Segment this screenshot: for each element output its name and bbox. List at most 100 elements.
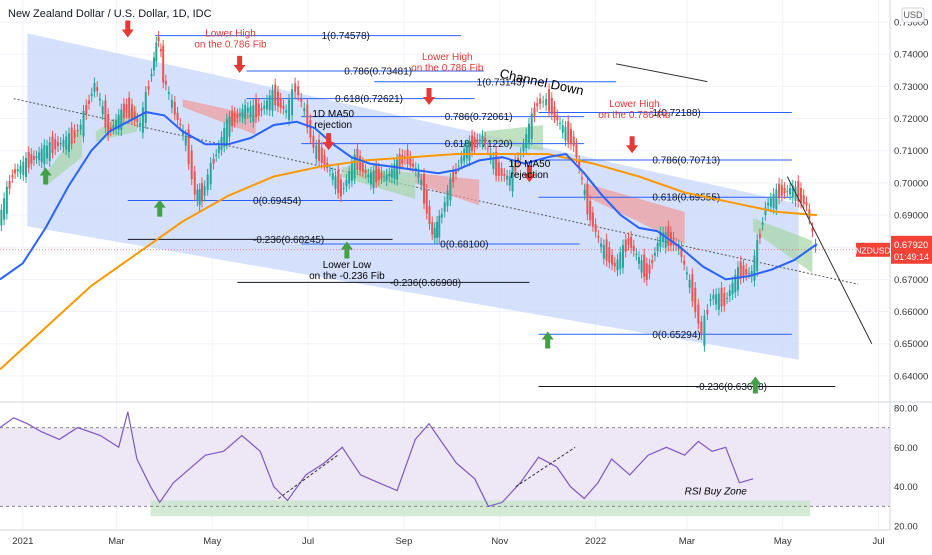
price-candle (133, 111, 136, 121)
price-candle (312, 135, 315, 148)
cloud-red-2 (182, 99, 256, 135)
price-candle (648, 264, 651, 274)
price-candle (567, 121, 570, 143)
price-candle (517, 157, 520, 163)
price-candle (244, 105, 247, 119)
price-candle (506, 175, 509, 180)
price-candle (533, 107, 536, 117)
price-candle (252, 105, 255, 122)
price-candle (446, 190, 449, 207)
currency-badge-label: USD (903, 10, 923, 20)
price-candle (190, 150, 193, 180)
price-candle (550, 97, 553, 115)
price-candle (98, 98, 101, 101)
price-candle (791, 185, 794, 198)
price-tag-countdown: 01:49:14 (894, 252, 929, 262)
price-candle (706, 309, 709, 315)
price-candle (85, 105, 88, 115)
price-candle (726, 298, 729, 300)
price-candle (38, 152, 41, 161)
fib-label-14: -0.236(0.63668) (696, 382, 767, 393)
price-candle (783, 188, 786, 194)
price-candle (35, 156, 38, 159)
price-candle (288, 99, 291, 120)
annotation-text: on the 0.786 Fib (598, 110, 671, 121)
price-candle (82, 110, 85, 137)
price-candle (767, 202, 770, 206)
price-tag-value: 0.67920 (894, 240, 928, 251)
price-candle (481, 135, 484, 144)
arrow-down-10 (322, 133, 335, 151)
arrow-up-1 (153, 199, 166, 217)
price-candle (348, 171, 351, 184)
price-candle (22, 161, 25, 176)
price-candle (383, 176, 386, 178)
price-candle (637, 257, 640, 264)
annotation-text: rejection (314, 120, 352, 131)
price-candle (300, 98, 303, 102)
cloud-green-0 (45, 125, 83, 187)
price-candle (56, 141, 59, 147)
price-candle (786, 190, 789, 192)
currency-badge[interactable]: USD (901, 7, 925, 23)
price-candle (530, 113, 533, 140)
price-candle (492, 157, 495, 169)
price-candle (260, 108, 263, 111)
price-candle (0, 209, 3, 226)
price-candle (489, 153, 492, 159)
series-layer (0, 31, 818, 371)
price-candle (597, 235, 600, 238)
cloud-green-7 (753, 218, 813, 273)
price-candle (14, 169, 17, 174)
time-tick-label: Jul (302, 536, 314, 547)
annotation-text: Lower High (609, 99, 660, 110)
price-candle (589, 200, 592, 221)
price-candle (789, 188, 792, 195)
price-candle (412, 163, 415, 167)
price-tick-label: 0.75000 (894, 18, 928, 29)
price-candle (380, 172, 383, 179)
channel-label-pointer (616, 63, 708, 83)
price-candle (43, 144, 46, 165)
price-candle (93, 83, 96, 92)
price-candle (125, 104, 128, 113)
price-candle (428, 206, 431, 225)
price-candle (88, 100, 90, 104)
price-candle (578, 161, 581, 169)
price-candle (449, 179, 452, 201)
price-candle (452, 171, 455, 183)
price-candle (772, 193, 775, 208)
price-candle (511, 166, 514, 192)
price-candle (388, 173, 391, 177)
price-candle (651, 260, 654, 264)
price-candle (147, 86, 150, 90)
fib-label-2: 0.618(0.72621) (335, 94, 403, 105)
price-candle (377, 168, 380, 181)
price-candle (761, 222, 764, 225)
price-candle (176, 112, 179, 120)
price-tick-label: 0.73000 (894, 82, 928, 93)
rsi-tick-label: 60.00 (894, 443, 918, 454)
price-candle (739, 261, 742, 279)
price-candle (486, 148, 489, 150)
price-candle (443, 202, 446, 212)
price-candle (323, 155, 326, 165)
price-candle (536, 103, 539, 107)
price-candle (130, 104, 133, 120)
annotation-text: rejection (511, 170, 549, 181)
price-candle (337, 170, 340, 194)
price-candle (717, 293, 720, 310)
fib-levels: 1(0.74578) 0.786(0.73481) 0.618(0.72621) 0(… (127, 31, 836, 393)
price-candle (640, 260, 643, 273)
price-candle (440, 213, 443, 218)
price-candle (514, 161, 517, 172)
time-tick-label: Nov (491, 536, 508, 547)
price-tick-label: 0.65000 (894, 339, 928, 350)
price-candle (622, 245, 624, 268)
price-candle (155, 42, 158, 62)
price-candle (769, 198, 772, 207)
